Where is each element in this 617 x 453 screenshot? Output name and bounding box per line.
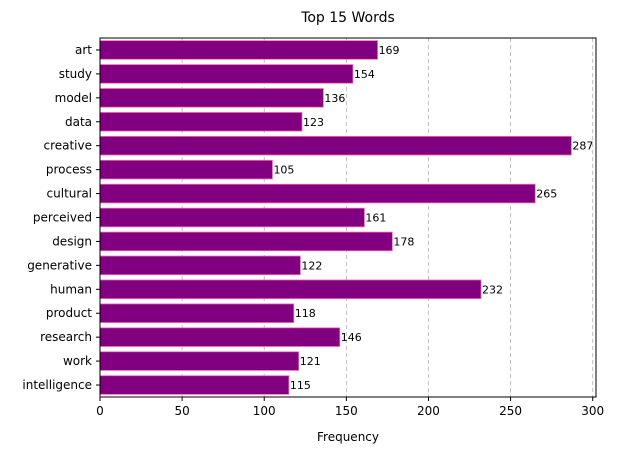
- y-tick-label-intelligence: intelligence: [22, 378, 92, 392]
- chart-title: Top 15 Words: [300, 10, 395, 26]
- data-label-human: 232: [482, 283, 503, 296]
- data-label-data: 123: [303, 116, 324, 129]
- y-tick-label-study: study: [59, 67, 92, 81]
- bar-design: [99, 231, 393, 252]
- y-tick-label-process: process: [46, 163, 92, 177]
- x-tick-label: 100: [253, 404, 276, 418]
- x-tick-label: 250: [499, 404, 522, 418]
- x-tick-label: 150: [335, 404, 358, 418]
- y-tick-label-cultural: cultural: [47, 187, 92, 201]
- x-tick-label: 0: [96, 404, 104, 418]
- x-tick-label: 50: [174, 404, 189, 418]
- bar-art: [99, 40, 378, 60]
- bar-work: [99, 351, 300, 371]
- data-label-research: 146: [341, 331, 362, 344]
- bar-human: [99, 279, 482, 300]
- bar-intelligence: [99, 375, 290, 395]
- data-label-product: 118: [295, 307, 316, 320]
- y-tick-label-generative: generative: [27, 258, 92, 272]
- y-tick-label-art: art: [75, 43, 92, 57]
- y-tick-label-research: research: [40, 330, 92, 344]
- y-tick-label-model: model: [55, 91, 92, 105]
- bars: [99, 40, 572, 395]
- data-label-model: 136: [324, 92, 345, 105]
- y-tick-label-perceived: perceived: [33, 211, 92, 225]
- x-axis-ticks: 0 50 100 150 200 250 300: [96, 397, 604, 418]
- data-label-work: 121: [300, 355, 321, 368]
- data-label-perceived: 161: [365, 212, 386, 225]
- y-tick-label-creative: creative: [43, 139, 92, 153]
- bar-creative: [99, 135, 572, 156]
- y-tick-label-product: product: [46, 306, 92, 320]
- bar-generative: [99, 255, 301, 276]
- y-tick-label-human: human: [50, 282, 92, 296]
- bar-product: [99, 303, 295, 323]
- bar-study: [99, 64, 354, 84]
- bar-cultural: [99, 183, 536, 204]
- x-axis-label: Frequency: [317, 430, 379, 444]
- y-axis-ticks: art study model data creative process cultural…: [22, 43, 100, 392]
- bar-perceived: [99, 207, 365, 228]
- bar-model: [99, 88, 324, 108]
- data-label-creative: 287: [572, 140, 593, 153]
- data-label-process: 105: [273, 164, 294, 177]
- plot-frame: [99, 37, 597, 398]
- y-tick-label-data: data: [65, 115, 92, 129]
- x-tick-label: 300: [581, 404, 604, 418]
- data-label-cultural: 265: [536, 188, 557, 201]
- data-label-intelligence: 115: [290, 379, 311, 392]
- y-tick-label-design: design: [52, 234, 92, 248]
- x-tick-label: 200: [417, 404, 440, 418]
- bar-data: [99, 112, 303, 132]
- data-label-design: 178: [393, 235, 414, 248]
- data-label-study: 154: [354, 68, 375, 81]
- bar-research: [99, 327, 341, 347]
- bar-process: [99, 159, 273, 180]
- data-label-generative: 122: [301, 259, 322, 272]
- data-label-art: 169: [379, 44, 400, 57]
- y-tick-label-work: work: [63, 354, 92, 368]
